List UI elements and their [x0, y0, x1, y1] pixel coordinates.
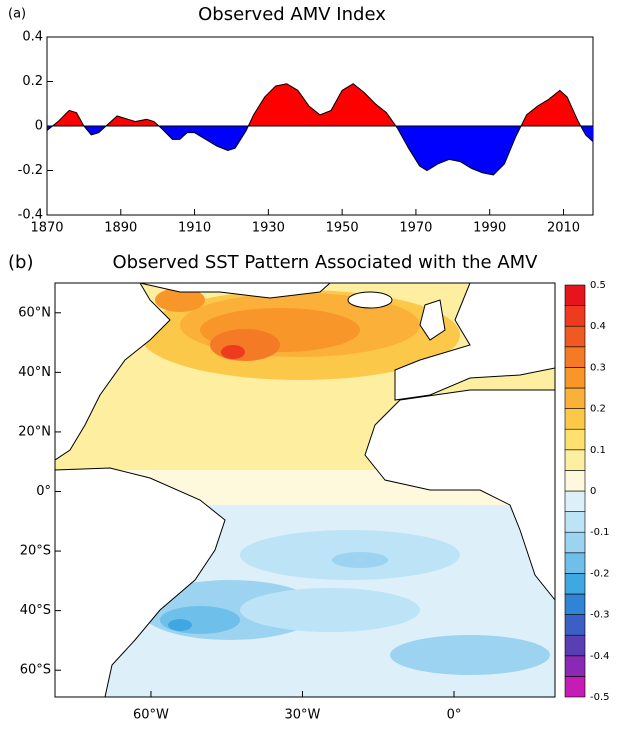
- colorbar-label: -0.5: [590, 692, 610, 703]
- colorbar-box: [564, 614, 586, 636]
- x-tick-label: 1910: [178, 221, 211, 236]
- sst-field: [160, 606, 240, 634]
- colorbar-box: [564, 408, 586, 430]
- lat-tick-label: 0°: [36, 484, 51, 499]
- colorbar-label: -0.3: [590, 610, 610, 621]
- north-america: [55, 283, 171, 461]
- y-tick-label: 0.4: [22, 30, 43, 45]
- lat-tick-label: 60°S: [20, 663, 51, 678]
- lat-tick-label: 40°N: [18, 365, 51, 380]
- sst-field: [210, 329, 280, 361]
- colorbar-box: [564, 552, 586, 574]
- colorbar-box: [564, 428, 586, 451]
- colorbar-label: 0.3: [590, 362, 606, 373]
- panel-label: (b): [8, 252, 33, 273]
- index-line: [46, 83, 594, 176]
- x-tick-label: 1950: [326, 221, 359, 236]
- south-america: [55, 467, 226, 697]
- sst-map: [55, 283, 555, 697]
- iceland: [347, 291, 393, 309]
- y-tick-label: 0.2: [22, 74, 43, 89]
- y-tick-label: -0.2: [18, 163, 43, 178]
- colorbar-label: 0: [590, 486, 596, 497]
- chart-title: Observed SST Pattern Associated with the…: [113, 252, 539, 273]
- x-tick-label: 1990: [473, 221, 506, 236]
- colorbar-box: [564, 593, 586, 615]
- colorbar-box: [564, 470, 586, 492]
- colorbar-label: 0.5: [590, 280, 606, 291]
- colorbar-box: [564, 573, 586, 595]
- x-tick-label: 1870: [30, 221, 63, 236]
- colorbar-label: 0.4: [590, 321, 606, 332]
- colorbar-label: -0.4: [590, 651, 610, 662]
- colorbar-box: [564, 325, 586, 348]
- colorbar-box: [564, 367, 586, 389]
- map-frame: [54, 282, 556, 698]
- colorbar-label: -0.2: [590, 568, 610, 579]
- lon-tick-label: 30°W: [285, 708, 321, 723]
- y-tick-label: 0: [35, 119, 43, 134]
- british-isles: [419, 299, 446, 341]
- sst-field: [168, 619, 192, 631]
- panel-label: (a): [8, 7, 26, 22]
- colorbar-box: [564, 490, 586, 512]
- lat-tick-label: 60°N: [18, 305, 51, 320]
- colorbar-label: 0.2: [590, 404, 606, 415]
- colorbar-box: [564, 655, 586, 677]
- lon-tick-label: 60°W: [133, 708, 169, 723]
- colorbar-box: [564, 531, 586, 554]
- chart-title: Observed AMV Index: [198, 4, 386, 25]
- lat-tick-label: 20°S: [20, 544, 51, 559]
- sst-field: [221, 345, 245, 359]
- colorbar-box: [564, 305, 586, 327]
- x-tick-label: 1930: [252, 221, 285, 236]
- negative-area: [47, 126, 593, 175]
- colorbar-box: [564, 346, 586, 368]
- colorbar-box: [564, 449, 586, 471]
- x-tick-label: 1970: [399, 221, 432, 236]
- colorbar-box: [564, 387, 586, 409]
- colorbar-box: [564, 511, 586, 533]
- colorbar-box: [564, 676, 586, 698]
- sst-field: [240, 588, 420, 632]
- europe: [394, 283, 555, 401]
- lat-tick-label: 40°S: [20, 603, 51, 618]
- sst-field: [390, 635, 550, 675]
- colorbar-label: 0.1: [590, 445, 606, 456]
- greenland: [139, 283, 331, 299]
- sst-field: [332, 552, 388, 568]
- lon-tick-label: 0°: [447, 708, 462, 723]
- colorbar-box: [564, 284, 586, 306]
- x-tick-label: 1890: [104, 221, 137, 236]
- africa: [364, 389, 555, 601]
- positive-area: [47, 83, 593, 126]
- y-tick-label: -0.4: [18, 208, 43, 223]
- colorbar-box: [564, 634, 586, 657]
- colorbar-label: -0.1: [590, 527, 610, 538]
- x-tick-label: 2010: [547, 221, 580, 236]
- lat-tick-label: 20°N: [18, 424, 51, 439]
- sst-field: [155, 288, 205, 312]
